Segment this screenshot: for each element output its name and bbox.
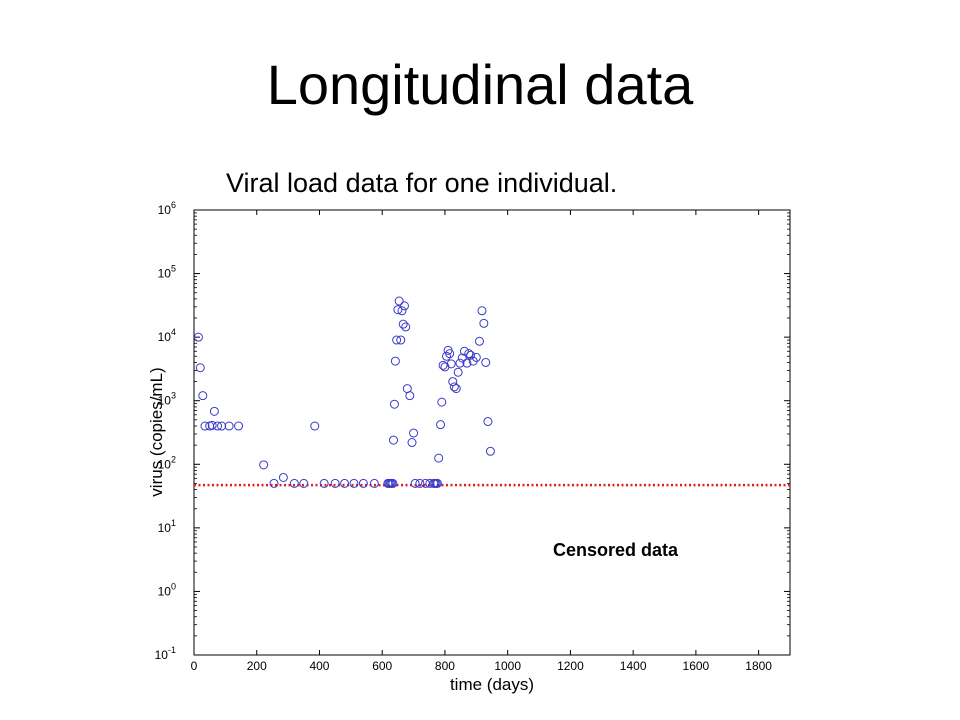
data-point: [289, 478, 299, 488]
data-point: [234, 421, 244, 431]
data-point: [310, 421, 320, 431]
y-tick-label: 106: [158, 200, 176, 217]
data-point: [410, 478, 420, 488]
x-tick-label: 400: [309, 659, 329, 673]
data-point: [479, 318, 489, 328]
data-point: [415, 478, 425, 488]
x-tick-label: 0: [191, 659, 198, 673]
x-tick-label: 200: [247, 659, 267, 673]
data-point: [405, 391, 415, 401]
data-point: [389, 399, 399, 409]
data-point: [397, 306, 407, 316]
x-tick-label: 1400: [620, 659, 647, 673]
data-point: [432, 478, 442, 488]
y-tick-label: 10-1: [155, 645, 176, 662]
data-point: [224, 421, 234, 431]
data-point: [299, 478, 309, 488]
data-point: [394, 296, 404, 306]
data-point: [200, 421, 210, 431]
data-point: [407, 438, 417, 448]
data-point: [483, 417, 493, 427]
axis-ticks: 0 200 400 600 800 1000 1200 1400 1600 1800 10-1 100…: [155, 200, 790, 673]
data-point: [477, 306, 487, 316]
data-point: [440, 362, 450, 372]
x-tick-label: 1200: [557, 659, 584, 673]
data-point: [448, 377, 458, 387]
data-point: [401, 322, 411, 332]
data-point: [388, 478, 398, 488]
data-point: [453, 367, 463, 377]
data-point: [213, 421, 223, 431]
data-point: [340, 478, 350, 488]
data-point: [449, 382, 459, 392]
y-tick-label: 100: [158, 581, 176, 598]
x-axis-label: time (days): [450, 675, 534, 694]
data-point: [209, 406, 219, 416]
data-point: [445, 349, 455, 359]
data-point: [278, 472, 288, 482]
y-tick-label: 101: [158, 518, 176, 535]
data-point: [436, 420, 446, 430]
data-point: [409, 428, 419, 438]
data-point: [269, 478, 279, 488]
data-point: [207, 420, 217, 430]
x-tick-label: 1800: [745, 659, 772, 673]
x-tick-label: 800: [435, 659, 455, 673]
data-point: [390, 356, 400, 366]
x-tick-label: 1000: [494, 659, 521, 673]
data-point: [358, 478, 368, 488]
plot-frame: [193, 209, 791, 656]
data-point: [474, 336, 484, 346]
data-point: [195, 363, 205, 373]
data-point: [398, 319, 408, 329]
y-tick-label: 105: [158, 264, 176, 281]
data-points: [193, 296, 495, 488]
data-point: [451, 384, 461, 394]
data-point: [393, 305, 403, 315]
data-point: [462, 358, 472, 368]
data-point: [455, 358, 465, 368]
y-axis-label: virus (copies/mL): [147, 367, 166, 496]
data-point: [392, 335, 402, 345]
data-point: [446, 359, 456, 369]
data-point: [481, 357, 491, 367]
data-point: [434, 453, 444, 463]
slide-title: Longitudinal data: [266, 53, 694, 116]
data-point: [464, 349, 474, 359]
data-point: [389, 435, 399, 445]
y-tick-label: 102: [158, 454, 176, 471]
data-point: [259, 460, 269, 470]
data-point: [399, 301, 409, 311]
data-point: [396, 335, 406, 345]
data-point: [369, 478, 379, 488]
data-point: [466, 350, 476, 360]
y-tick-label: 104: [158, 327, 176, 344]
data-point: [457, 353, 467, 363]
data-point: [442, 351, 452, 361]
data-point: [198, 391, 208, 401]
x-tick-label: 600: [372, 659, 392, 673]
data-point: [471, 352, 481, 362]
chart-subtitle: Viral load data for one individual.: [226, 168, 618, 198]
data-point: [330, 478, 340, 488]
data-point: [349, 478, 359, 488]
data-point: [485, 446, 495, 456]
data-point: [459, 346, 469, 356]
y-tick-label: 103: [158, 391, 176, 408]
data-point: [193, 332, 203, 342]
data-point: [437, 397, 447, 407]
censored-data-annotation: Censored data: [553, 540, 679, 560]
data-point: [319, 478, 329, 488]
x-tick-label: 1600: [683, 659, 710, 673]
